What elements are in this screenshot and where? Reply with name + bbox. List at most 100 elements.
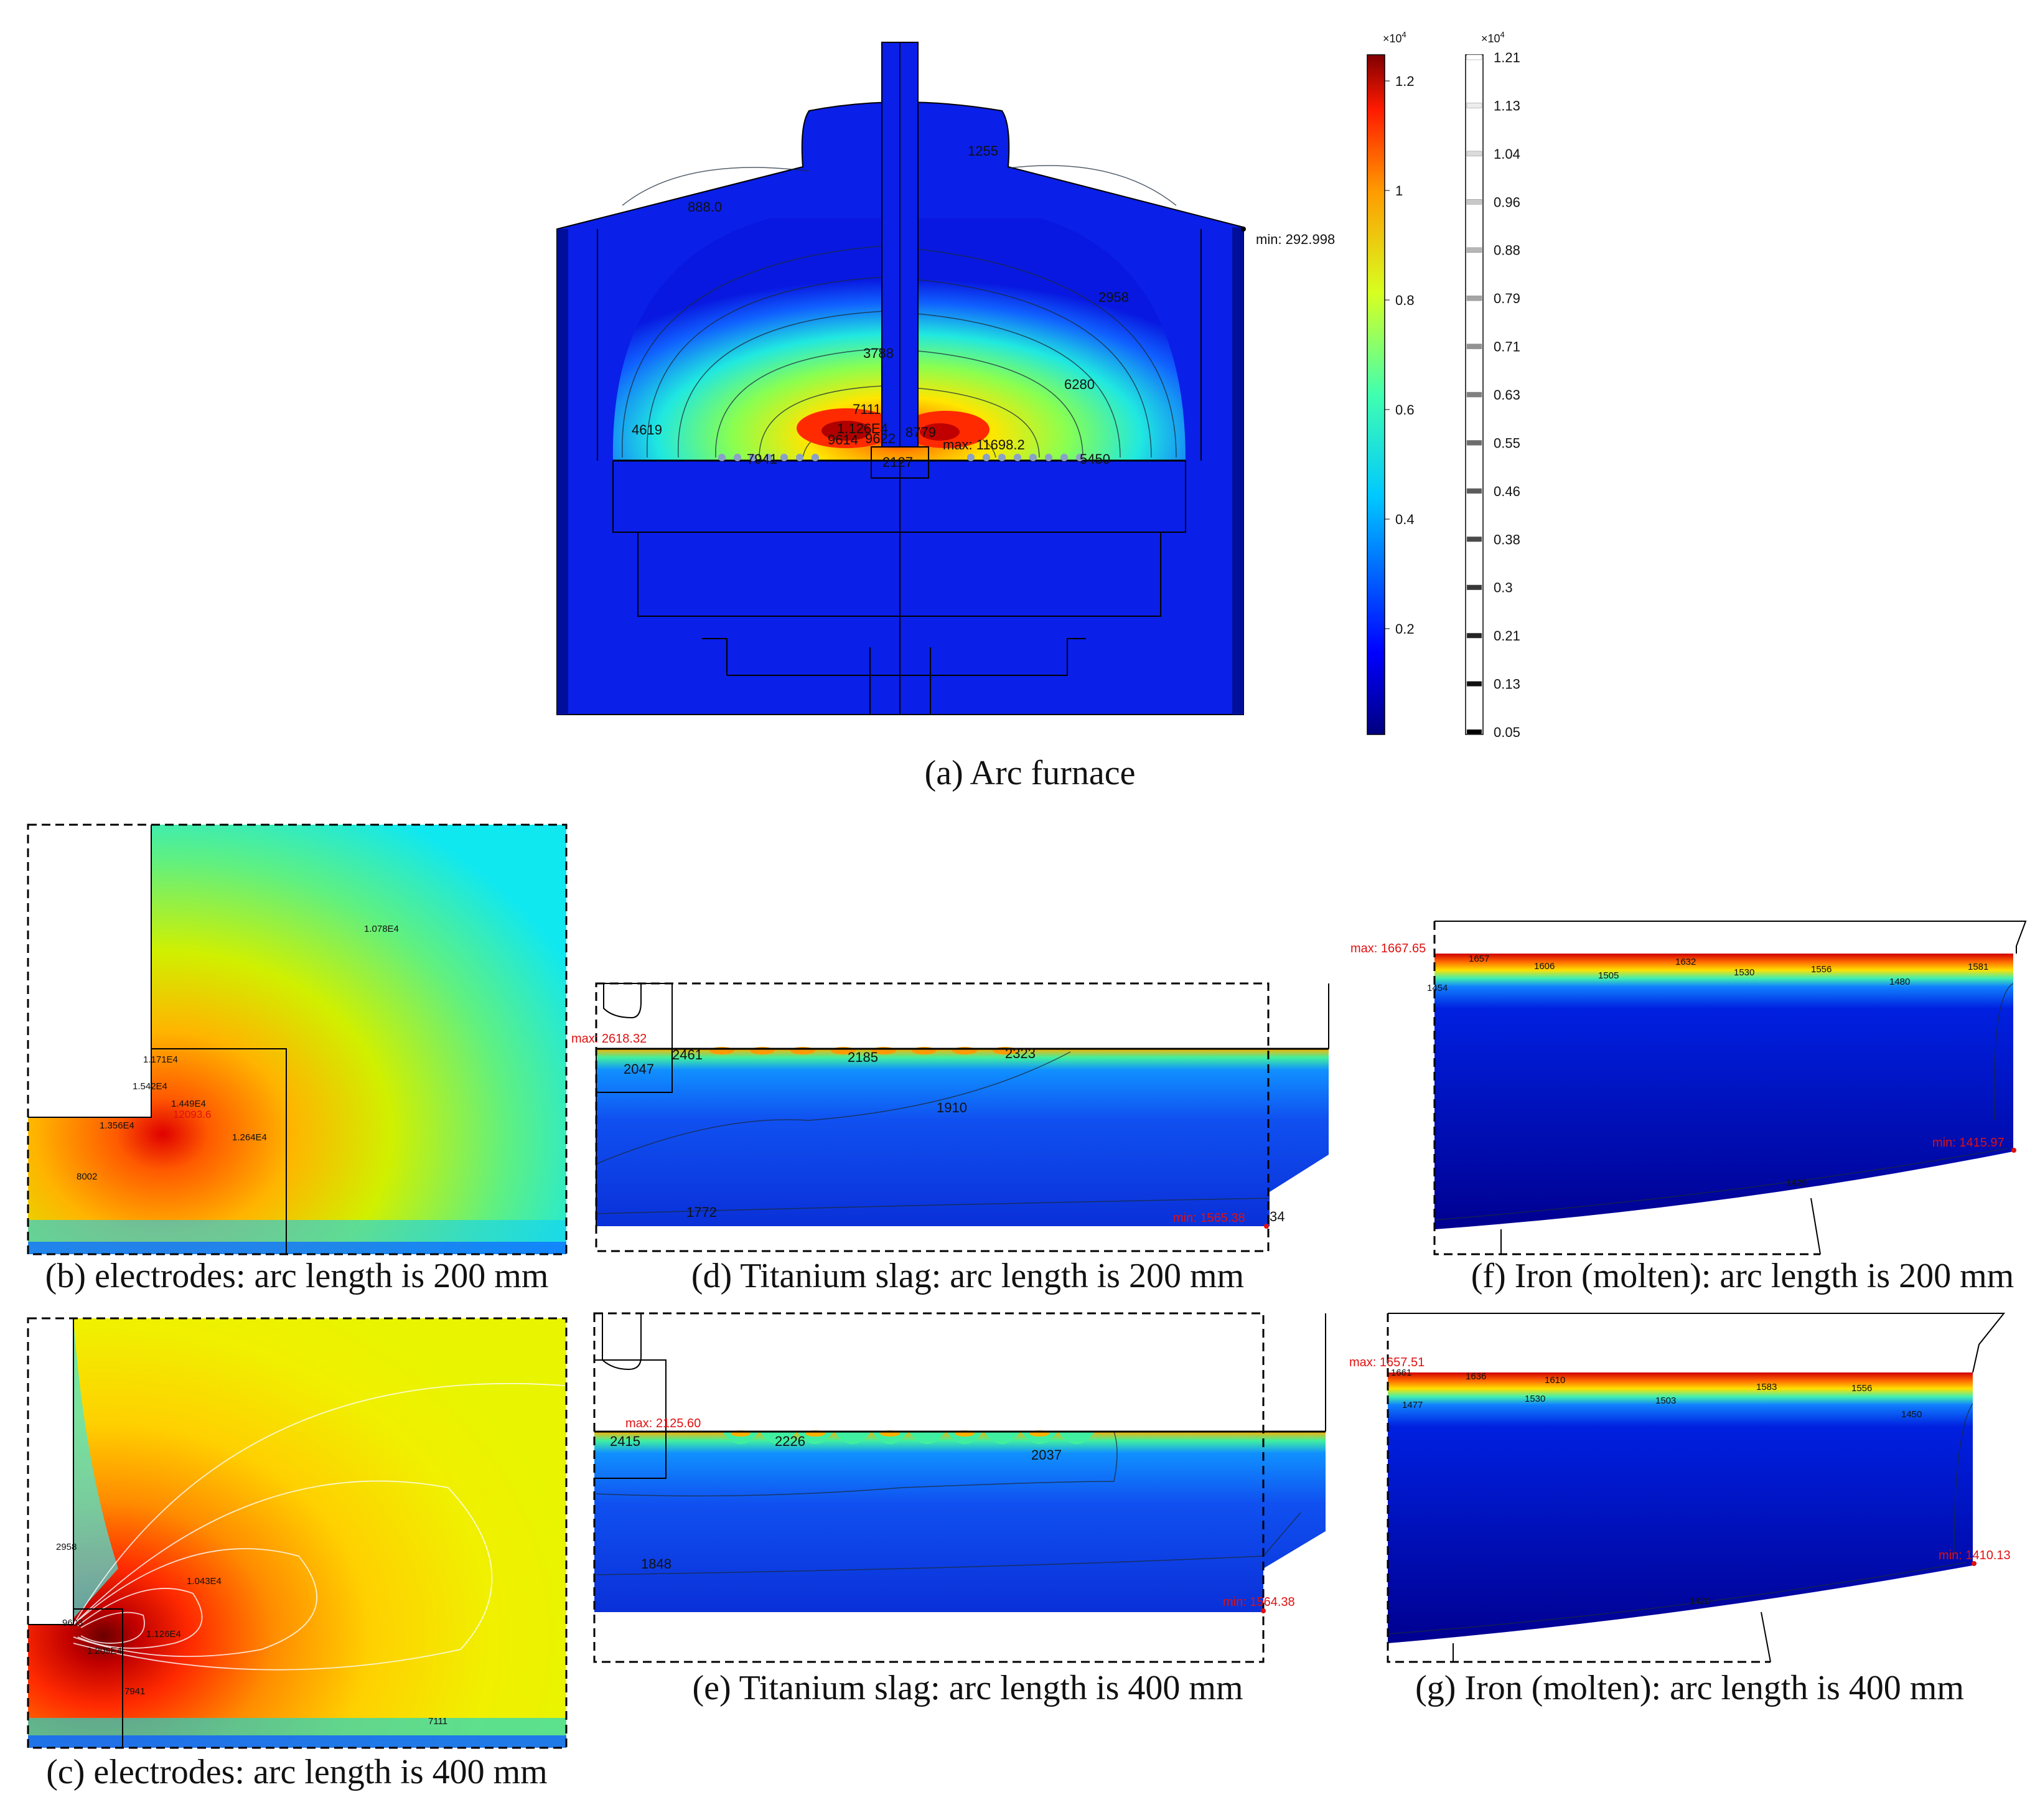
contour-label-g-1: 1661 xyxy=(1391,1367,1411,1378)
arc-spot-right-core xyxy=(920,423,960,441)
contour-label-g-9: 1450 xyxy=(1901,1409,1922,1420)
contour-label-a-7: 4619 xyxy=(632,422,662,438)
contour-label-g-10: 1420 xyxy=(1690,1596,1710,1607)
contour-label-a-6: 7111 xyxy=(853,401,881,417)
contour-label-a-4: 3788 xyxy=(863,345,894,361)
contour-label-f-2: 1606 xyxy=(1534,961,1555,972)
cb2-tick-10: 0.46 xyxy=(1494,484,1520,499)
colorbar-main: ×104 1.2 1 0.8 0.6 0.4 0.2 xyxy=(1367,30,1415,735)
max-label-g: max: 1657.51 xyxy=(1349,1356,1425,1369)
contour-label-a-9: 5450 xyxy=(1080,451,1110,467)
contour-label-g-7: 1556 xyxy=(1851,1383,1872,1394)
cb1-tick-6: 0.2 xyxy=(1395,621,1415,637)
contour-label-b-5: 1.356E4 xyxy=(100,1120,134,1131)
contour-label-g-8: 1477 xyxy=(1402,1400,1423,1410)
panel-g-iron-400: max: 1657.51 1661 1636 1610 1530 1503 15… xyxy=(1349,1313,2011,1707)
right-wall xyxy=(1232,227,1243,715)
contour-label-a-2: 888.0 xyxy=(688,199,722,215)
cb2-tick-13: 0.21 xyxy=(1494,628,1520,644)
min-label-g: min: 1410.13 xyxy=(1939,1549,2011,1562)
cb2-level-1 xyxy=(1466,54,1482,60)
contour-label-f-9: 1454 xyxy=(1427,983,1448,993)
contour-label-d-2: 2461 xyxy=(672,1047,703,1062)
cb2-level-10 xyxy=(1466,488,1482,494)
cb2-tick-5: 0.88 xyxy=(1494,243,1520,258)
colorbar-contour: ×104 1.21 1.13 1.04 0.96 0.88 0.79 0.71 0.63 0.5… xyxy=(1465,30,1520,740)
contour-label-f-5: 1530 xyxy=(1734,967,1754,978)
contour-label-d-5: 1910 xyxy=(937,1100,967,1115)
contour-label-d-6: 1772 xyxy=(686,1204,717,1220)
contour-label-g-3: 1610 xyxy=(1545,1375,1565,1386)
contour-label-d-3: 2185 xyxy=(848,1049,878,1065)
electrode-cutout-c xyxy=(28,1318,73,1625)
contour-lines-c xyxy=(73,1382,592,1671)
left-wall xyxy=(557,229,568,715)
panel-d-slag-200: max: 2618.32 2047 2461 2185 2323 1910 17… xyxy=(571,982,1329,1295)
caption-d: (d) Titanium slag: arc length is 200 mm xyxy=(691,1257,1244,1295)
cb2-level-12 xyxy=(1466,584,1482,590)
contour-label-c-1: 2958 xyxy=(56,1542,77,1552)
contour-label-f-6: 1556 xyxy=(1811,964,1832,975)
field-g xyxy=(1388,1372,1973,1643)
cb1-tick-3: 0.8 xyxy=(1395,293,1415,308)
panel-c-electrodes-400: 2958 1.043E4 9603 1.126E4 1.209E4 7941 7… xyxy=(27,1317,592,1791)
contour-label-c-5: 1.209E4 xyxy=(87,1646,122,1656)
contour-label-e-2: 2037 xyxy=(1031,1447,1062,1463)
max-label-f: max: 1667.65 xyxy=(1350,942,1426,955)
cb2-tick-6: 0.79 xyxy=(1494,291,1520,306)
contour-label-e-3: 1848 xyxy=(641,1556,671,1572)
contour-label-g-6: 1583 xyxy=(1756,1382,1777,1392)
cb2-tick-7: 0.71 xyxy=(1494,339,1520,355)
electrode-cutout-b xyxy=(28,825,151,1117)
cb2-level-4 xyxy=(1466,199,1482,205)
contour-label-b-4: 1.449E4 xyxy=(171,1099,206,1109)
contour-label-f-4: 1632 xyxy=(1675,957,1696,967)
cb1-tick-4: 0.6 xyxy=(1395,402,1415,418)
cb2-level-6 xyxy=(1466,295,1482,301)
cb2-tick-11: 0.38 xyxy=(1494,532,1520,547)
panel-e-slag-400: max: 2125.60 2415 2226 2037 1848 min: 15… xyxy=(593,1312,1326,1707)
min-label-e: min: 1564.38 xyxy=(1223,1595,1295,1609)
frame-c xyxy=(27,1317,568,1749)
contour-label-a-11: 1.126E4 xyxy=(837,421,888,436)
max-label-d: max: 2618.32 xyxy=(571,1032,647,1046)
interface-beads xyxy=(718,454,1083,461)
caption-e: (e) Titanium slag: arc length is 400 mm xyxy=(692,1669,1243,1707)
cb2-tick-1: 1.21 xyxy=(1494,50,1520,65)
cb2-tick-9: 0.55 xyxy=(1494,435,1520,451)
field-c xyxy=(28,1318,566,1748)
cb2-tick-3: 1.04 xyxy=(1494,146,1520,162)
furnace-internal-lines xyxy=(597,229,1202,715)
cb2-level-15 xyxy=(1466,729,1482,735)
contour-label-e-1: 2226 xyxy=(775,1433,805,1449)
panel-b-electrodes-200: 1.078E4 1.171E4 1.542E4 1.449E4 1.356E4 … xyxy=(27,823,568,1295)
arc-spot-left-core xyxy=(821,421,871,441)
panel-a-arc-furnace: 1255 888.0 2958 3788 6280 7111 4619 7941… xyxy=(556,30,1520,792)
field-f xyxy=(1434,954,2013,1229)
cb2-tick-12: 0.3 xyxy=(1494,580,1513,596)
contour-label-d-7: 34 xyxy=(1270,1209,1284,1224)
caption-b: (b) electrodes: arc length is 200 mm xyxy=(45,1257,549,1295)
max-label-a: max: 11698.2 xyxy=(943,437,1025,453)
max-label-e: max: 2125.60 xyxy=(625,1417,701,1430)
contour-label-a-10: 2127 xyxy=(882,454,913,470)
caption-f: (f) Iron (molten): arc length is 200 mm xyxy=(1471,1257,2014,1295)
field-e xyxy=(594,1432,1326,1612)
contour-label-a-12: 9614 xyxy=(828,432,858,448)
contour-label-g-2: 1636 xyxy=(1466,1371,1486,1382)
frame-e xyxy=(593,1312,1265,1663)
contour-label-c-2: 1.043E4 xyxy=(187,1576,222,1587)
contour-label-b-7: 8002 xyxy=(77,1171,97,1182)
caption-a: (a) Arc furnace xyxy=(925,754,1136,792)
contour-label-b-6: 1.264E4 xyxy=(232,1132,267,1143)
frame-b xyxy=(27,823,568,1255)
contour-label-f-8: 1480 xyxy=(1889,977,1910,987)
contour-label-f-10: 1429 xyxy=(1786,1178,1807,1188)
cb2-level-11 xyxy=(1466,537,1482,542)
cb2-tick-4: 0.96 xyxy=(1494,194,1520,210)
contour-label-a-3: 2958 xyxy=(1098,289,1129,305)
contour-label-a-5: 6280 xyxy=(1064,377,1095,392)
contour-label-b-3: 1.542E4 xyxy=(133,1081,167,1092)
min-label-d: min: 1565.38 xyxy=(1173,1211,1245,1225)
